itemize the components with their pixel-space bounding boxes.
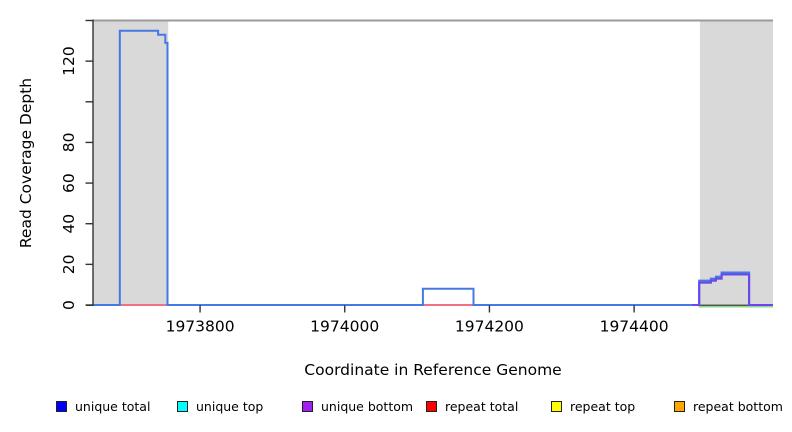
highlight-bands (93, 21, 773, 305)
y-tick-label: 60 (60, 173, 78, 193)
y-tick-label: 0 (60, 300, 78, 310)
legend-label: unique total (75, 398, 151, 414)
y-tick-label: 120 (60, 46, 78, 76)
legend-item-unique-total: unique total (56, 398, 150, 414)
legend-label: repeat bottom (693, 398, 783, 414)
legend-label: unique bottom (321, 398, 414, 414)
legend: unique total unique top unique bottom repea… (0, 398, 792, 416)
highlight-band (93, 21, 169, 305)
y-tick-label: 40 (60, 214, 78, 234)
series-line-unique-bottom-purple-right-bump (692, 273, 773, 306)
legend-item-repeat-bottom: repeat bottom (674, 398, 783, 414)
coverage-chart: 0 20 40 60 80 120 1973800 1974000 1974200 1974400… (17, 19, 773, 379)
legend-swatch-unique-bottom-icon (302, 400, 313, 412)
x-axis-title: Coordinate in Reference Genome (304, 361, 561, 379)
series-lines (93, 29, 773, 308)
legend-swatch-repeat-top-icon (551, 400, 562, 412)
axes: 0 20 40 60 80 120 1973800 1974000 1974200 1974400 (60, 19, 669, 336)
series-line-unique-bottom-baseline-full (93, 273, 773, 306)
series-line-unique-total-main-blue-line (93, 29, 773, 306)
legend-swatch-repeat-total-icon (426, 400, 437, 412)
legend-item-repeat-top: repeat top (551, 398, 635, 414)
plot-frame (86, 19, 773, 306)
legend-item-repeat-total: repeat total (426, 398, 518, 414)
y-axis-title: Read Coverage Depth (17, 78, 35, 248)
legend-swatch-unique-total-icon (56, 400, 67, 412)
legend-item-unique-bottom: unique bottom (302, 398, 413, 414)
y-tick-label: 20 (60, 255, 78, 275)
highlight-band (699, 21, 773, 305)
legend-item-unique-top: unique top (177, 398, 263, 414)
legend-label: unique top (196, 398, 264, 414)
legend-label: repeat top (570, 398, 636, 414)
x-tick-label: 1973800 (166, 318, 235, 336)
legend-swatch-repeat-bottom-icon (674, 400, 685, 412)
x-tick-label: 1974200 (455, 318, 524, 336)
y-tick-label: 80 (60, 133, 78, 153)
legend-swatch-unique-top-icon (177, 400, 188, 412)
x-tick-label: 1974400 (600, 318, 669, 336)
legend-label: repeat total (445, 398, 519, 414)
x-tick-label: 1974000 (310, 318, 379, 336)
